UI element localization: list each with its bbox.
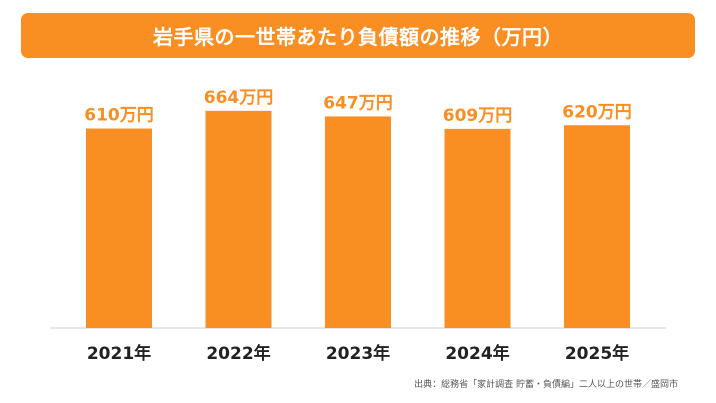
bar-0 <box>86 128 152 328</box>
category-label-3: 2024年 <box>445 343 509 364</box>
value-label-2: 647万円 <box>323 93 393 113</box>
value-label-4: 620万円 <box>562 102 632 122</box>
category-label-0: 2021年 <box>87 343 151 364</box>
category-label-4: 2025年 <box>565 343 629 364</box>
value-label-1: 664万円 <box>204 88 274 108</box>
value-label-3: 609万円 <box>443 106 513 126</box>
category-label-1: 2022年 <box>206 343 270 364</box>
bar-3 <box>444 128 511 328</box>
bar-1 <box>205 110 272 328</box>
chart-title: 岩手県の一世帯あたり負債額の推移（万円） <box>153 25 563 49</box>
source-note: 出典：総務省「家計調査 貯蓄・負債編」二人以上の世帯／盛岡市 <box>414 380 678 390</box>
bar-4 <box>564 125 630 328</box>
category-label-2: 2023年 <box>326 343 390 364</box>
title-banner: 岩手県の一世帯あたり負債額の推移（万円） <box>21 13 695 58</box>
value-label-0: 610万円 <box>84 106 154 126</box>
bar-2 <box>325 116 391 328</box>
